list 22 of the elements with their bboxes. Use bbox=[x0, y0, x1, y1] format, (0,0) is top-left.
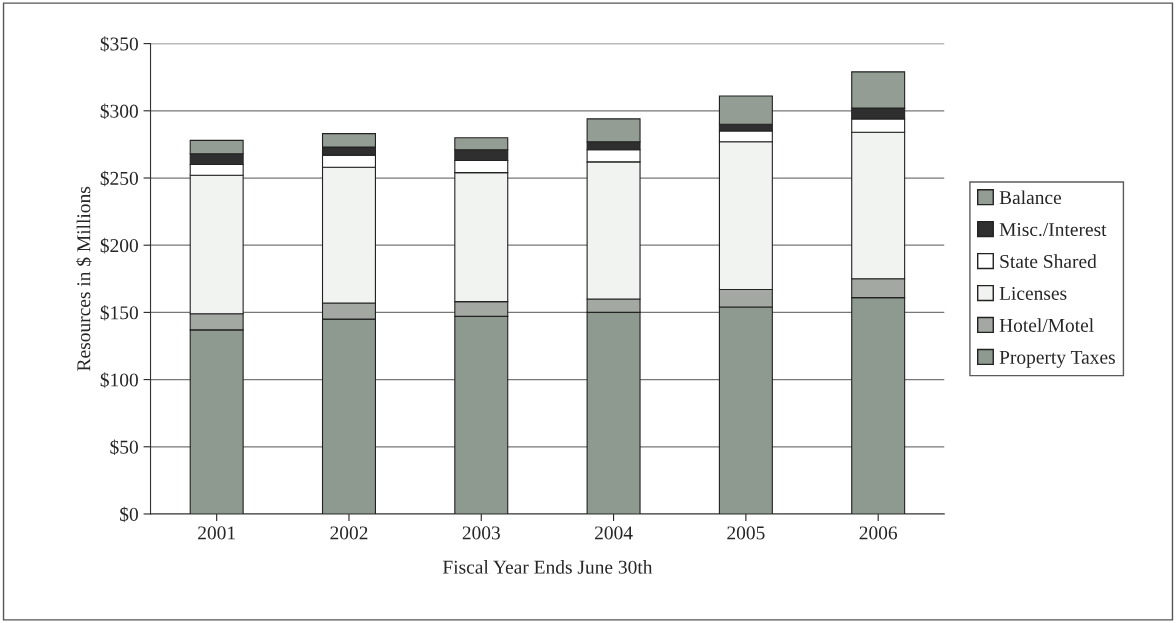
x-tick-label: 2006 bbox=[859, 526, 898, 540]
y-axis-title: Resources in $ Millions bbox=[76, 186, 92, 371]
x-axis-title: Fiscal Year Ends June 30th bbox=[442, 560, 653, 574]
y-tick-label: $250 bbox=[100, 170, 138, 187]
y-tick-label: $150 bbox=[100, 305, 138, 321]
x-tick-label: 2004 bbox=[594, 526, 633, 540]
y-tick-label: $300 bbox=[100, 103, 138, 120]
y-tick-label: $50 bbox=[110, 439, 138, 456]
legend-label: Property Taxes bbox=[999, 350, 1115, 368]
x-tick-label: 2001 bbox=[198, 526, 235, 540]
legend-label: Licenses bbox=[999, 286, 1067, 300]
x-tick-label: 2002 bbox=[330, 526, 368, 540]
x-tick-label: 2005 bbox=[727, 526, 765, 540]
x-tick-label: 2003 bbox=[462, 526, 500, 540]
legend-label: Hotel/Motel bbox=[999, 318, 1094, 332]
legend-label: Misc./Interest bbox=[999, 223, 1107, 237]
legend-label: State Shared bbox=[1000, 254, 1097, 269]
legend-label: Balance bbox=[999, 190, 1062, 205]
y-tick-label: $0 bbox=[120, 506, 138, 523]
y-tick-label: $200 bbox=[100, 237, 138, 254]
y-tick-label: $100 bbox=[100, 372, 138, 388]
y-tick-label: $350 bbox=[100, 36, 138, 52]
